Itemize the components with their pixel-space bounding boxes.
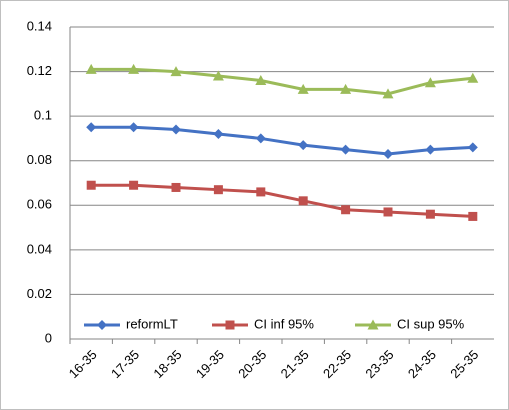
marker bbox=[85, 63, 97, 74]
marker bbox=[97, 320, 107, 330]
marker bbox=[213, 185, 223, 195]
y-tick-label: 0.12 bbox=[27, 63, 52, 78]
marker bbox=[468, 211, 478, 221]
marker bbox=[171, 182, 181, 192]
y-tick-label: 0.02 bbox=[27, 286, 52, 301]
marker bbox=[86, 180, 96, 190]
marker bbox=[170, 66, 182, 77]
y-tick-label: 0 bbox=[45, 330, 52, 345]
legend-entry: CI inf 95% bbox=[212, 316, 314, 331]
y-tick-label: 0.04 bbox=[27, 241, 52, 256]
marker bbox=[341, 205, 351, 215]
marker bbox=[297, 83, 309, 94]
marker bbox=[383, 207, 393, 217]
y-tick-label: 0.08 bbox=[27, 152, 52, 167]
marker bbox=[86, 122, 97, 133]
legend-label: CI inf 95% bbox=[254, 316, 314, 331]
marker bbox=[225, 320, 235, 330]
marker bbox=[424, 77, 436, 88]
marker bbox=[255, 74, 267, 85]
marker bbox=[171, 124, 181, 135]
marker bbox=[425, 209, 435, 219]
marker bbox=[128, 63, 140, 74]
marker bbox=[467, 142, 478, 153]
marker bbox=[298, 140, 309, 151]
y-tick-label: 0.1 bbox=[34, 108, 52, 123]
marker bbox=[340, 144, 351, 155]
marker bbox=[383, 149, 393, 160]
legend-entry: CI sup 95% bbox=[355, 316, 465, 331]
marker bbox=[425, 144, 436, 155]
marker bbox=[213, 128, 224, 139]
series-line bbox=[91, 183, 473, 218]
marker bbox=[467, 72, 479, 83]
series-line bbox=[91, 125, 473, 156]
marker bbox=[128, 122, 139, 133]
legend-entry: reformLT bbox=[84, 316, 178, 331]
marker bbox=[256, 187, 266, 197]
y-tick-label: 0.06 bbox=[27, 197, 52, 212]
series-line bbox=[91, 67, 473, 96]
marker bbox=[129, 180, 139, 190]
marker bbox=[298, 196, 308, 206]
marker bbox=[255, 133, 266, 144]
marker bbox=[367, 319, 379, 330]
marker bbox=[382, 88, 394, 99]
legend-label: reformLT bbox=[126, 316, 178, 331]
marker bbox=[212, 70, 224, 81]
marker bbox=[340, 83, 352, 94]
legend-label: CI sup 95% bbox=[397, 316, 465, 331]
y-tick-label: 0.14 bbox=[27, 18, 52, 33]
